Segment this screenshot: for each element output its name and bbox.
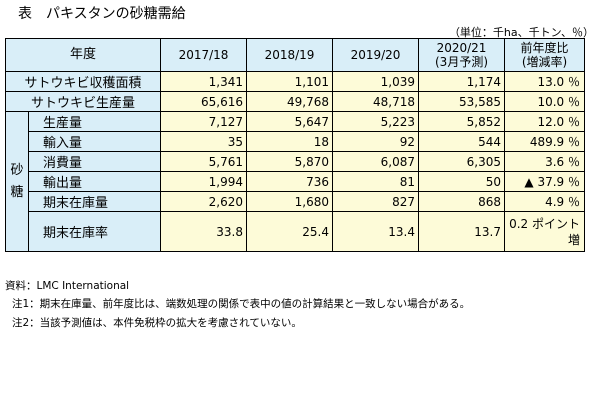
table-row: サトウキビ収穫面積 1,341 1,101 1,039 1,174 13.0 ％ [5,71,585,92]
value-cell: 81 [332,171,419,192]
change-cell: 0.2 ポイント 増 [504,211,585,252]
unit-note: （単位：千ha、千トン、％） [448,26,594,39]
change-cell: 4.9 ％ [504,191,585,212]
change-cell: ▲ 37.9 ％ [504,171,585,192]
table-row: 輸出量 1,994 736 81 50 ▲ 37.9 ％ [6,171,585,192]
change-value: 0.2 ポイント [509,216,580,231]
value-cell: 7,127 [160,111,247,132]
header-year: 2019/20 [332,38,419,72]
header-change: 前年度比 (増減率) [504,38,585,72]
table-title: 表 パキスタンの砂糖需給 [18,6,186,22]
header-year: 2018/19 [246,38,333,72]
row-label: 消費量 [28,151,161,172]
header-year: 2017/18 [160,38,247,72]
value-cell: 48,718 [332,91,419,112]
change-direction: 増 [567,232,580,247]
row-label: 輸出量 [28,171,161,192]
row-label: 期末在庫率 [28,211,161,252]
value-cell: 827 [332,191,419,212]
sugar-supply-demand-table: 年度 2017/18 2018/19 2019/20 2020/21 (3月予測… [5,38,585,252]
value-cell: 1,680 [246,191,333,212]
row-label: サトウキビ収穫面積 [5,71,161,92]
change-cell: 3.6 ％ [504,151,585,172]
table-row: サトウキビ生産量 65,616 49,768 48,718 53,585 10.… [5,91,585,112]
header-forecast: 2020/21 (3月予測) [418,38,505,72]
value-cell: 53,585 [418,91,505,112]
value-cell: 868 [418,191,505,212]
table-row: 期末在庫量 2,620 1,680 827 868 4.9 ％ [6,191,585,212]
value-cell: 1,994 [160,171,247,192]
value-cell: 2,620 [160,191,247,212]
value-cell: 13.7 [418,211,505,252]
value-cell: 5,223 [332,111,419,132]
change-cell: 12.0 ％ [504,111,585,132]
value-cell: 13.4 [332,211,419,252]
header-forecast-year: 2020/21 [436,41,487,55]
row-label: 生産量 [28,111,161,132]
sugar-group-text: 砂糖 [10,162,24,200]
header-row: 年度 2017/18 2018/19 2019/20 2020/21 (3月予測… [5,38,585,72]
table-row: 輸入量 35 18 92 544 489.9 ％ [6,131,585,152]
change-cell: 489.9 ％ [504,131,585,152]
value-cell: 33.8 [160,211,247,252]
header-change-note: (増減率) [521,55,568,69]
value-cell: 6,087 [332,151,419,172]
value-cell: 5,870 [246,151,333,172]
value-cell: 736 [246,171,333,192]
value-cell: 1,039 [332,71,419,92]
footnote-2: 注2：当該予測値は、本件免税枠の拡大を考慮されていない。 [12,317,302,329]
value-cell: 65,616 [160,91,247,112]
source-note: 資料：LMC International [5,280,130,292]
header-forecast-note: (3月予測) [435,55,488,69]
table-row: 砂糖 生産量 7,127 5,647 5,223 5,852 12.0 ％ [5,111,585,252]
value-cell: 544 [418,131,505,152]
row-label: サトウキビ生産量 [5,91,161,112]
value-cell: 92 [332,131,419,152]
value-cell: 5,761 [160,151,247,172]
value-cell: 6,305 [418,151,505,172]
value-cell: 1,174 [418,71,505,92]
value-cell: 18 [246,131,333,152]
table-row: 期末在庫率 33.8 25.4 13.4 13.7 0.2 ポイント 増 [6,211,585,252]
value-cell: 35 [160,131,247,152]
value-cell: 1,341 [160,71,247,92]
row-label: 輸入量 [28,131,161,152]
value-cell: 25.4 [246,211,333,252]
header-change-title: 前年度比 [520,41,569,55]
footnote-1: 注1：期末在庫量、前年度比は、端数処理の関係で表中の値の計算結果と一致しない場合… [12,298,471,310]
value-cell: 5,852 [418,111,505,132]
change-cell: 13.0 ％ [504,71,585,92]
row-label: 期末在庫量 [28,191,161,212]
value-cell: 50 [418,171,505,192]
header-year-label: 年度 [5,38,161,72]
sugar-group-label: 砂糖 [5,111,29,252]
value-cell: 49,768 [246,91,333,112]
value-cell: 5,647 [246,111,333,132]
value-cell: 1,101 [246,71,333,92]
change-cell: 10.0 ％ [504,91,585,112]
table-row: 消費量 5,761 5,870 6,087 6,305 3.6 ％ [6,151,585,172]
